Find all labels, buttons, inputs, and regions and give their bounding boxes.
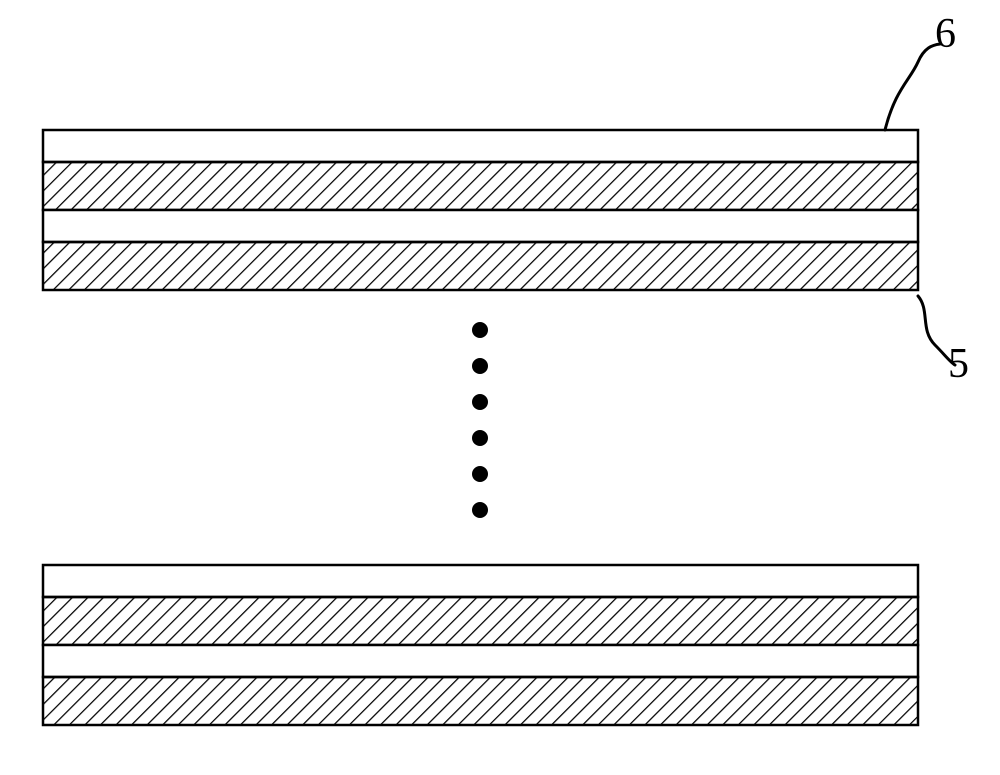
- plain-layer-1-0: [43, 565, 918, 597]
- ellipsis-dot: [472, 430, 488, 446]
- ellipsis-dot: [472, 466, 488, 482]
- hatched-layer-0-1: [43, 162, 918, 210]
- layer-diagram: [0, 0, 1000, 775]
- plain-layer-0-2: [43, 210, 918, 242]
- hatched-layer-1-3: [43, 677, 918, 725]
- hatched-layer-0-3: [43, 242, 918, 290]
- ellipsis-dot: [472, 358, 488, 374]
- hatched-layer-1-1: [43, 597, 918, 645]
- reference-label-5: 5: [948, 340, 969, 388]
- ellipsis-dot: [472, 502, 488, 518]
- ellipsis-dot: [472, 322, 488, 338]
- plain-layer-1-2: [43, 645, 918, 677]
- ellipsis-dot: [472, 394, 488, 410]
- leader-6: [885, 44, 940, 130]
- plain-layer-0-0: [43, 130, 918, 162]
- reference-label-6: 6: [935, 10, 956, 58]
